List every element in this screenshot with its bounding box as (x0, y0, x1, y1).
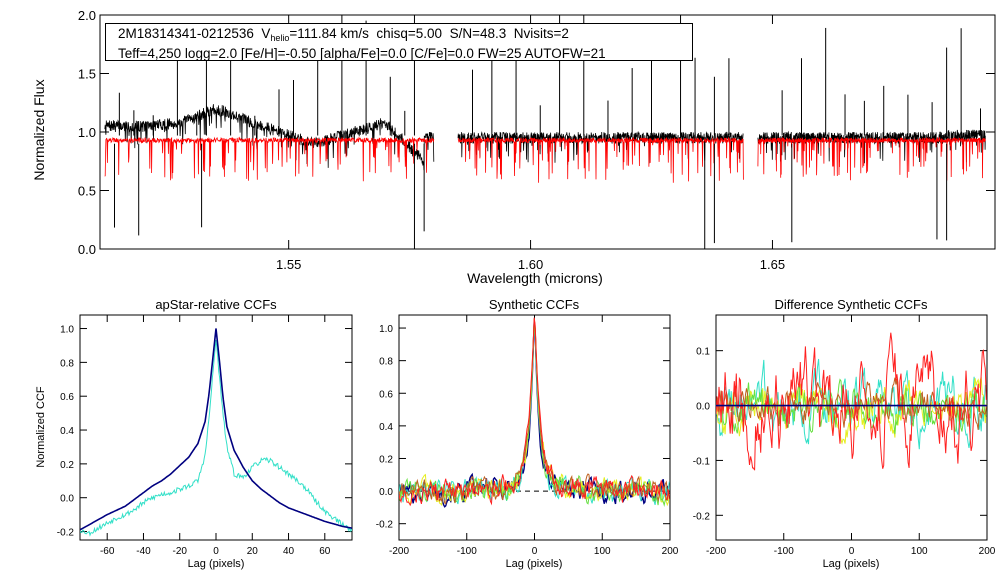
synthetic-ccf-xtick-label: -100 (457, 546, 477, 557)
spectrum-ytick-label: 0.5 (78, 184, 96, 199)
apstar-ccf-2-line (80, 340, 352, 537)
synthetic-ccf-cyan-line (399, 319, 670, 506)
apstar-ccf-ylabel: Normalized CCF (35, 386, 47, 468)
difference-ccf-xtick-label: 0 (849, 546, 855, 557)
info-box: 2M18314341-0212536 Vhelio=111.84 km/s ch… (105, 23, 693, 61)
spectrum-ytick-label: 1.0 (78, 125, 96, 140)
apstar-ccf-xtick-label: -20 (173, 546, 188, 557)
difference-diff-orange-line (716, 377, 987, 430)
spectrum-observed-line (104, 104, 435, 171)
spectrum-ylabel: Normalized Flux (31, 79, 47, 180)
synthetic-ccf-ytick-label: 0.4 (379, 422, 393, 433)
spectrum-ytick-label: 2.0 (78, 8, 96, 23)
spectrum-ytick-label: 1.5 (78, 67, 96, 82)
synthetic-ccf-xtick-label: 100 (594, 546, 611, 557)
spectrum-xtick-label: 1.65 (760, 257, 785, 272)
nvisits-value: Nvisits=2 (513, 26, 569, 41)
info-line-1: 2M18314341-0212536 Vhelio=111.84 km/s ch… (118, 26, 692, 46)
difference-ccf-frame (715, 314, 988, 541)
synthetic-ccf-ytick-label: 1.0 (379, 324, 393, 335)
synthetic-ccf-xtick-label: 0 (532, 546, 538, 557)
difference-ccf-xtick-label: -200 (706, 546, 726, 557)
spectrum-ytick-label: 0.0 (78, 242, 96, 257)
synthetic-ccf-ytick-label: 0.0 (379, 487, 393, 498)
difference-ccf-ytick-label: 0.0 (696, 402, 710, 413)
apstar-ccf-ytick-label: 0.8 (60, 358, 74, 369)
apstar-ccf-xtick-label: 20 (247, 546, 259, 557)
apstar-ccf-xtick-label: 0 (213, 546, 219, 557)
synthetic-ccf-yellow-line (399, 319, 670, 507)
apstar-ccf-ytick-label: 0.6 (60, 392, 74, 403)
apstar-ccf-xtick-label: -40 (136, 546, 151, 557)
spectrum-model-line (757, 136, 986, 181)
apstar-ccf-xlabel: Lag (pixels) (188, 558, 245, 570)
synthetic-ccf-ytick-label: -0.2 (376, 520, 394, 531)
spectrum-xtick-label: 1.55 (276, 257, 301, 272)
spectrum-xtick-label: 1.60 (518, 257, 543, 272)
apstar-ccf-xtick-label: 40 (283, 546, 295, 557)
chisq-value: chisq=5.00 (376, 26, 443, 41)
apstar-ccf-1-line (80, 328, 352, 531)
vhelio-subscript: helio (270, 33, 290, 43)
synthetic-ccf-orange-line (399, 318, 670, 505)
synthetic-ccf-red-line (399, 317, 670, 507)
apstar-ccf-ytick-label: -0.2 (57, 528, 75, 539)
info-line-2: Teff=4,250 logg=2.0 [Fe/H]=-0.50 [alpha/… (118, 46, 606, 61)
difference-diff-red-line (716, 332, 987, 471)
synthetic-ccf-ytick-label: 0.2 (379, 454, 393, 465)
apstar-ccf-title: apStar-relative CCFs (155, 297, 277, 312)
apstar-ccf-xtick-label: 60 (319, 546, 331, 557)
snr-value: S/N=48.3 (449, 26, 507, 41)
synthetic-ccf-ytick-label: 0.6 (379, 389, 393, 400)
difference-ccf-xtick-label: 100 (911, 546, 928, 557)
spectrum-model-line (104, 136, 435, 182)
apstar-ccf-ytick-label: 0.4 (60, 426, 74, 437)
synthetic-ccf-xtick-label: 200 (662, 546, 679, 557)
difference-ccf-xtick-label: 200 (979, 546, 996, 557)
synthetic-ccf-green-line (399, 318, 670, 507)
difference-ccf-title: Difference Synthetic CCFs (775, 297, 928, 312)
synthetic-ccf-xtick-label: -200 (389, 546, 409, 557)
difference-ccf-ytick-label: 0.1 (696, 347, 710, 358)
apstar-ccf-ytick-label: 0.2 (60, 460, 74, 471)
difference-ccf-ytick-label: -0.1 (693, 456, 711, 467)
synthetic-ccf-frame (398, 314, 671, 541)
spectrum-xlabel: Wavelength (microns) (467, 270, 603, 286)
difference-ccf-ytick-label: -0.2 (693, 511, 711, 522)
vhelio-label: V (261, 26, 271, 41)
spectrum-model-line (457, 136, 744, 183)
difference-diff-green-line (716, 378, 987, 435)
apstar-ccf-ytick-label: 0.0 (60, 494, 74, 505)
synthetic-ccf-title: Synthetic CCFs (489, 297, 580, 312)
apstar-ccf-frame (79, 314, 353, 541)
vhelio-value: =111.84 km/s (289, 26, 369, 41)
apstar-ccf-ytick-label: 1.0 (60, 325, 74, 336)
difference-ccf-xlabel: Lag (pixels) (823, 558, 880, 570)
star-id: 2M18314341-0212536 (118, 26, 254, 41)
synthetic-ccf-xlabel: Lag (pixels) (506, 558, 563, 570)
synthetic-ccf-ytick-label: 0.8 (379, 357, 393, 368)
synthetic-ccf-navy-line (399, 320, 670, 508)
difference-ccf-xtick-label: -100 (774, 546, 794, 557)
apstar-ccf-xtick-label: -60 (100, 546, 115, 557)
